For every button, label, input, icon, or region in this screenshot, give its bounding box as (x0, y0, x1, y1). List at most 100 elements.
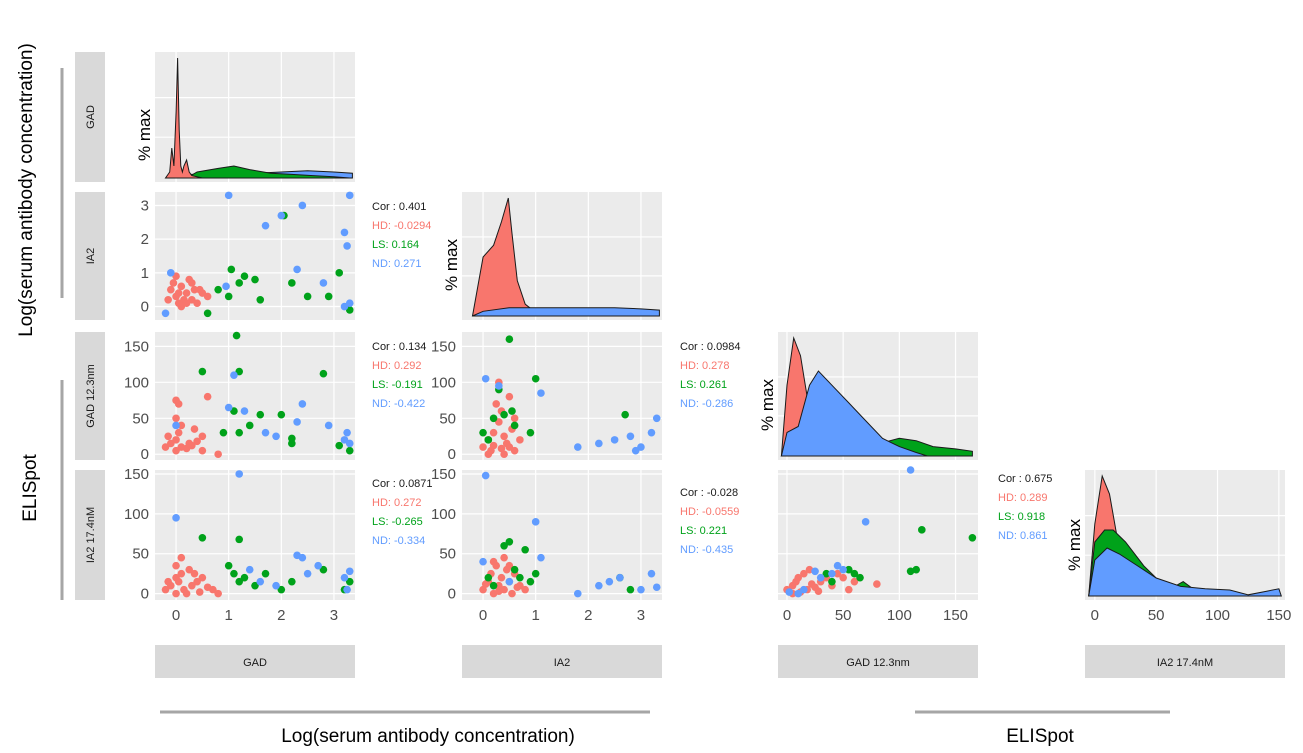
point-hd (495, 581, 503, 590)
point-ls (822, 569, 831, 578)
point-nd (245, 565, 254, 574)
panel-background (462, 332, 662, 460)
y-tick-label: 150 (431, 466, 456, 483)
point-ls (500, 541, 508, 550)
col-strip-ia2 (462, 645, 662, 678)
y-tick-label: 100 (431, 506, 456, 523)
scatter-panel-ia2-17-4nm-vs-gad-12-3nm (778, 466, 978, 600)
point-hd (182, 299, 191, 307)
point-ls (235, 428, 244, 437)
point-hd (177, 421, 186, 430)
point-nd (319, 279, 328, 287)
point-ls (345, 446, 354, 455)
col-strip-ia2174-label: IA2 17.4nM (1157, 657, 1213, 669)
y-tick-label: 150 (431, 338, 456, 355)
point-nd (652, 414, 661, 423)
panel-background (155, 52, 355, 182)
point-nd (610, 436, 619, 444)
point-ls (526, 577, 535, 586)
point-hd (190, 285, 199, 294)
point-hd (513, 583, 522, 592)
density-panel-gad (155, 52, 355, 182)
point-ls (235, 279, 244, 287)
point-hd (172, 436, 180, 444)
point-ls (235, 535, 244, 544)
point-ls (531, 374, 540, 383)
panel-background (778, 470, 978, 600)
point-hd (495, 587, 503, 596)
point-hd (505, 392, 514, 401)
cor-total: Cor : 0.0871 (372, 478, 433, 490)
point-ls (850, 569, 859, 578)
point-ls (232, 331, 241, 340)
density-area-nd (472, 307, 660, 317)
point-nd (224, 191, 233, 200)
point-hd (164, 577, 172, 586)
point-nd (166, 269, 175, 277)
cor-hd: HD: -0.0294 (372, 220, 431, 232)
point-ls (489, 414, 498, 423)
point-nd (839, 565, 847, 574)
point-hd (489, 428, 498, 437)
point-hd (209, 585, 217, 594)
point-nd (340, 228, 349, 237)
point-ls (856, 573, 864, 582)
row-strip-ia2-label: IA2 (85, 248, 97, 265)
point-hd (188, 581, 196, 590)
bottom-group-label-log: Log(serum antibody concentration) (281, 726, 575, 747)
point-hd (177, 553, 186, 562)
row-strips: GAD IA2 GAD 12.3nm IA2 17.4nM (75, 52, 105, 600)
point-nd (293, 265, 301, 274)
point-ls (844, 565, 853, 574)
cor-nd: ND: -0.435 (680, 544, 733, 556)
y-tick-label: 100 (431, 374, 456, 391)
point-ls (224, 292, 233, 301)
y-tick-label: 0 (141, 586, 149, 603)
density-area-nd (1088, 547, 1282, 597)
point-ls (484, 573, 493, 582)
left-group-label-elispot: ELISpot (20, 453, 41, 521)
point-nd (345, 299, 354, 307)
cor-ls: LS: 0.918 (998, 511, 1045, 523)
point-nd (785, 588, 794, 596)
point-nd (172, 421, 180, 430)
point-nd (505, 577, 514, 586)
row-strip-gad123-label: GAD 12.3nm (85, 364, 97, 428)
point-ls (505, 335, 514, 343)
x-tick-label-ia2-17-4nm: 100 (1205, 607, 1230, 624)
point-hd (177, 282, 186, 291)
cor-ls: LS: -0.265 (372, 516, 423, 528)
density-panel-ia2 (462, 192, 662, 320)
point-ls (277, 585, 286, 594)
point-hd (203, 292, 212, 301)
point-nd (595, 439, 603, 448)
y-tick-label: 100 (124, 374, 149, 391)
point-nd (261, 221, 270, 230)
row-strip-gad123 (75, 332, 105, 460)
x-tick-label-gad: 1 (225, 607, 233, 624)
row-strip-gad (75, 52, 105, 182)
point-ls (531, 569, 540, 578)
point-ls (235, 577, 244, 586)
point-ls (256, 295, 265, 304)
point-nd (340, 573, 349, 582)
point-hd (195, 588, 204, 596)
point-nd (230, 371, 238, 379)
point-hd (873, 580, 881, 588)
x-tick-label-ia2: 1 (532, 607, 540, 624)
point-hd (833, 569, 842, 578)
point-ls (516, 573, 524, 582)
point-ls (626, 585, 635, 594)
cor-hd: HD: -0.0559 (680, 506, 739, 518)
point-ls (240, 272, 249, 281)
point-hd (505, 561, 514, 570)
cor-nd: ND: -0.286 (680, 398, 733, 410)
point-ls (912, 565, 921, 574)
point-hd (510, 414, 519, 423)
point-hd (190, 569, 199, 578)
point-hd (198, 446, 207, 455)
point-hd (492, 400, 501, 408)
y-tick-label: 150 (124, 466, 149, 483)
point-ls (245, 421, 254, 430)
col-strip-ia2-label: IA2 (554, 657, 571, 669)
